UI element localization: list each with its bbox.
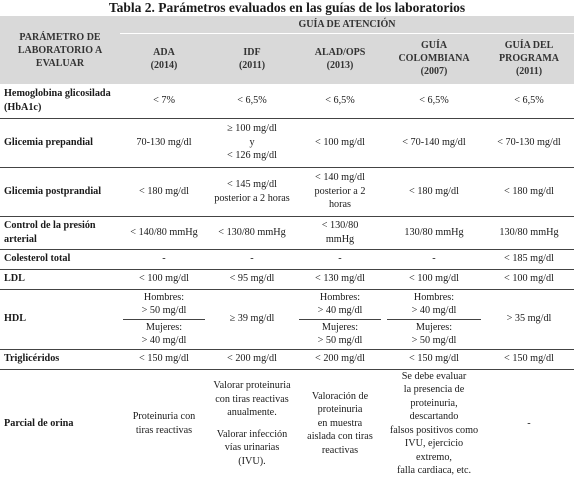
row-label-presion: Control de la presión arterial [4, 220, 96, 245]
table-row: LDL < 100 mg/dl < 95 mg/dl < 130 mg/dl <… [0, 269, 574, 289]
row-label-preprandial: Glicemia prepandial [4, 136, 93, 148]
cell-hdl-ada: Hombres: > 50 mg/dl Mujeres: > 40 mg/dl [120, 289, 208, 349]
cell-colesterol-alad: - [338, 253, 342, 265]
cell-hba1c-ada: < 7% [153, 95, 175, 106]
cell-orina-colombiana: Se debe evaluar la presencia de proteinuri… [389, 370, 479, 477]
cell-colesterol-idf: - [250, 253, 254, 265]
table-row: HDL Hombres: > 50 mg/dl Mujeres: > 40 mg/d… [0, 289, 574, 349]
cell-orina-ada: Proteinuria con tiras reactivas [132, 411, 196, 436]
cell-presion-colombiana: 130/80 mmHg [404, 226, 464, 238]
cell-ldl-colombiana: < 100 mg/dl [409, 273, 459, 285]
parameters-table: PARÁMETRO DE LABORATORIO A EVALUAR GUÍA … [0, 16, 574, 478]
table-title: Tabla 2. Parámetros evaluados en las guí… [108, 0, 466, 15]
cell-ldl-ada: < 100 mg/dl [139, 273, 189, 285]
cell-hba1c-alad: < 6,5% [325, 95, 355, 106]
table-row: Glicemia postprandial < 180 mg/dl < 145 … [0, 167, 574, 216]
cell-postprandial-idf: < 145 mg/dl posterior a 2 horas [214, 179, 290, 204]
cell-postprandial-alad: < 140 mg/dl posterior a 2 horas [314, 172, 366, 211]
row-label-colesterol: Colesterol total [4, 253, 71, 265]
guide-header-alad: ALAD/OPS (2013) [296, 33, 384, 84]
table-row: Triglicéridos < 150 mg/dl < 200 mg/dl < … [0, 349, 574, 369]
table-row: Glicemia prepandial 70-130 mg/dl ≥ 100 m… [0, 118, 574, 167]
cell-preprandial-programa: < 70-130 mg/dl [497, 136, 561, 148]
row-label-hdl: HDL [4, 313, 27, 325]
guide-header-programa: GUÍA DEL PROGRAMA (2011) [484, 33, 574, 84]
cell-trigliceridos-idf: < 200 mg/dl [227, 353, 277, 365]
cell-colesterol-colombiana: - [432, 253, 436, 265]
cell-trigliceridos-alad: < 200 mg/dl [315, 353, 365, 365]
cell-preprandial-idf: ≥ 100 mg/dl y < 126 mg/dl [227, 123, 277, 162]
cell-orina-alad: Valoración de proteinuria en muestra aislad… [307, 390, 373, 456]
cell-ldl-alad: < 130 mg/dl [315, 273, 365, 285]
table-row: Colesterol total - - - - < 185 mg/dl [0, 249, 574, 269]
cell-orina-idf: Valorar proteinuria con tiras reactivas an… [213, 380, 291, 467]
row-label-postprandial: Glicemia postprandial [4, 185, 102, 197]
row-label-orina: Parcial de orina [4, 417, 74, 429]
guide-header-idf: IDF (2011) [208, 33, 296, 84]
cell-preprandial-alad: < 100 mg/dl [315, 136, 365, 148]
cell-preprandial-ada: 70-130 mg/dl [136, 136, 192, 148]
guide-group-header: GUÍA DE ATENCIÓN [120, 16, 574, 34]
cell-hdl-programa: > 35 mg/dl [506, 313, 552, 325]
cell-hdl-colombiana: Hombres: > 40 mg/dl Mujeres: > 50 mg/dl [384, 289, 484, 349]
table-row: Control de la presión arterial < 140/80 … [0, 216, 574, 249]
cell-presion-idf: < 130/80 mmHg [218, 226, 286, 238]
row-label-trigliceridos: Triglicéridos [4, 353, 60, 365]
row-label-hba1c: Hemoglobina glicosilada (HbA1c) [4, 88, 111, 113]
cell-hdl-idf: ≥ 39 mg/dl [229, 313, 275, 325]
cell-hba1c-programa: < 6,5% [514, 95, 544, 106]
cell-trigliceridos-ada: < 150 mg/dl [139, 353, 189, 365]
cell-presion-ada: < 140/80 mmHg [130, 226, 198, 238]
cell-preprandial-colombiana: < 70-140 mg/dl [402, 136, 466, 148]
cell-postprandial-programa: < 180 mg/dl [504, 185, 554, 197]
guide-header-ada: ADA (2014) [120, 33, 208, 84]
cell-hba1c-colombiana: < 6,5% [419, 95, 449, 106]
cell-colesterol-programa: < 185 mg/dl [504, 253, 554, 265]
table-header: PARÁMETRO DE LABORATORIO A EVALUAR GUÍA … [0, 16, 574, 84]
cell-colesterol-ada: - [162, 253, 166, 265]
param-column-header: PARÁMETRO DE LABORATORIO A EVALUAR [0, 16, 120, 84]
cell-ldl-programa: < 100 mg/dl [504, 273, 554, 285]
cell-presion-alad: < 130/80 mmHg [321, 220, 359, 245]
cell-orina-programa: - [527, 417, 531, 429]
cell-ldl-idf: < 95 mg/dl [229, 273, 275, 285]
cell-presion-programa: 130/80 mmHg [499, 226, 559, 238]
cell-postprandial-ada: < 180 mg/dl [139, 185, 189, 197]
cell-trigliceridos-colombiana: < 150 mg/dl [409, 353, 459, 365]
table-row: Parcial de orina Proteinuria con tiras re… [0, 369, 574, 478]
guide-header-colombiana: GUÍA COLOMBIANA (2007) [384, 33, 484, 84]
table-row: Hemoglobina glicosilada (HbA1c) < 7% < 6… [0, 84, 574, 118]
cell-hba1c-idf: < 6,5% [237, 95, 267, 106]
row-label-ldl: LDL [4, 273, 25, 285]
cell-hdl-alad: Hombres: > 40 mg/dl Mujeres: > 50 mg/dl [296, 289, 384, 349]
cell-postprandial-colombiana: < 180 mg/dl [409, 185, 459, 197]
cell-trigliceridos-programa: < 150 mg/dl [504, 353, 554, 365]
